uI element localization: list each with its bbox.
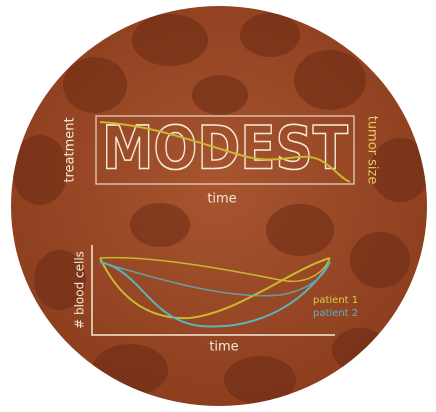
title: MODEST bbox=[102, 114, 348, 184]
logo: MODEST treatment tumor size time # blood… bbox=[0, 0, 436, 412]
top-x-label: time bbox=[207, 192, 236, 207]
right-axis-label: tumor size bbox=[365, 116, 380, 185]
legend-patient-1: patient 1 bbox=[313, 295, 358, 306]
page: MODEST treatment tumor size time # blood… bbox=[0, 0, 436, 412]
legend-patient-2: patient 2 bbox=[313, 308, 358, 319]
bottom-y-label: # blood cells bbox=[73, 251, 87, 329]
left-axis-label: treatment bbox=[63, 117, 78, 182]
bottom-x-label: time bbox=[209, 340, 238, 355]
